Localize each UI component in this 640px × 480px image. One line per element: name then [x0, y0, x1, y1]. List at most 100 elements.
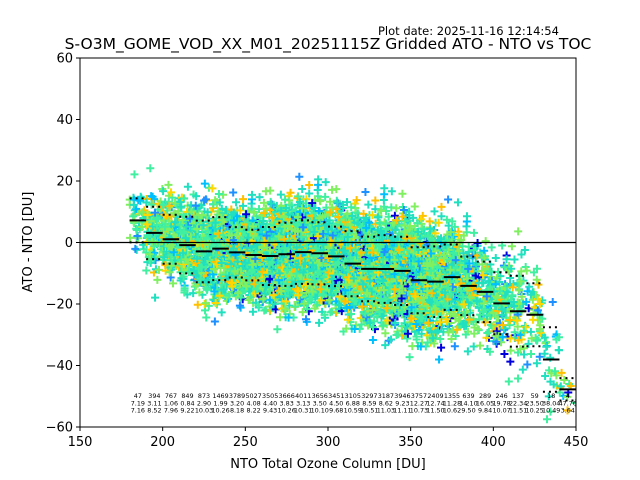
scatter-point: [328, 275, 337, 284]
scatter-point: [309, 277, 318, 286]
scatter-point: [368, 335, 377, 344]
scatter-point: [179, 228, 188, 237]
scatter-point: [211, 298, 220, 307]
scatter-point: [162, 247, 171, 256]
scatter-point: [166, 261, 175, 270]
scatter-point: [126, 233, 135, 242]
scatter-point: [276, 313, 285, 322]
scatter-point: [138, 208, 147, 217]
scatter-point: [158, 200, 167, 209]
scatter-point: [251, 254, 260, 263]
scatter-point: [295, 198, 304, 207]
scatter-point: [226, 265, 235, 274]
scatter-point: [147, 192, 156, 201]
scatter-point: [143, 233, 152, 242]
scatter-point: [217, 259, 226, 268]
scatter-point: [169, 248, 178, 257]
scatter-point: [193, 254, 202, 263]
scatter-point: [142, 266, 151, 275]
scatter-point: [200, 179, 209, 188]
scatter-point: [283, 279, 292, 288]
scatter-point: [129, 200, 138, 209]
scatter-point: [147, 200, 156, 209]
scatter-point: [364, 200, 373, 209]
scatter-point: [258, 267, 267, 276]
scatter-point: [299, 223, 308, 232]
scatter-point: [310, 304, 319, 313]
scatter-point: [152, 220, 161, 229]
scatter-point: [243, 243, 252, 252]
scatter-point: [316, 197, 325, 206]
scatter-point: [143, 211, 152, 219]
scatter-point: [310, 227, 319, 236]
scatter-point: [179, 272, 188, 281]
scatter-point: [202, 235, 211, 244]
scatter-point: [244, 233, 253, 242]
scatter-point: [308, 287, 317, 296]
scatter-point: [214, 190, 223, 199]
scatter-point: [169, 209, 178, 218]
scatter-point: [260, 290, 269, 299]
scatter-point: [211, 196, 220, 205]
scatter-point: [244, 295, 253, 304]
scatter-point: [333, 198, 342, 207]
scatter-point: [335, 292, 344, 301]
scatter-point: [265, 295, 274, 304]
scatter-point: [249, 276, 258, 285]
scatter-point: [277, 206, 286, 215]
scatter-point: [326, 197, 335, 206]
scatter-point: [208, 232, 217, 241]
scatter-point: [405, 353, 414, 362]
scatter-point: [227, 278, 236, 287]
scatter-point: [229, 188, 238, 197]
scatter-point: [308, 261, 317, 270]
scatter-point: [266, 286, 275, 295]
scatter-point: [184, 258, 193, 267]
scatter-point: [203, 208, 212, 217]
scatter-point: [331, 226, 340, 235]
scatter-point: [242, 282, 251, 291]
scatter-point: [317, 253, 326, 262]
scatter-point: [197, 210, 206, 219]
scatter-point: [183, 182, 192, 191]
scatter-point: [129, 217, 138, 226]
scatter-point: [171, 218, 180, 227]
scatter-point: [215, 291, 224, 300]
scatter-point: [265, 274, 274, 283]
scatter-point: [314, 207, 323, 216]
scatter-point: [218, 257, 227, 266]
scatter-point: [260, 306, 269, 315]
scatter-point: [380, 184, 389, 193]
scatter-point: [166, 188, 175, 197]
scatter-point: [178, 249, 187, 258]
scatter-point: [217, 308, 226, 317]
scatter-point: [181, 234, 190, 243]
scatter-point: [216, 243, 225, 252]
scatter-point: [292, 243, 301, 252]
scatter-point: [210, 317, 219, 326]
scatter-point: [298, 308, 307, 317]
scatter-point: [276, 190, 285, 199]
scatter-point: [309, 240, 318, 249]
scatter-point: [148, 237, 157, 246]
scatter-point: [236, 206, 245, 215]
scatter-point: [130, 206, 139, 215]
scatter-point: [387, 187, 396, 196]
scatter-point: [241, 258, 250, 267]
scatter-point: [259, 198, 268, 207]
scatter-point: [254, 270, 263, 279]
scatter-point: [150, 241, 159, 250]
scatter-point: [275, 269, 284, 278]
scatter-point: [283, 265, 292, 274]
scatter-point: [197, 263, 206, 272]
scatter-point: [328, 185, 337, 194]
scatter-point: [280, 222, 289, 231]
scatter-point: [261, 282, 270, 291]
scatter-point: [216, 274, 225, 283]
scatter-point: [160, 222, 169, 231]
scatter-point: [215, 198, 224, 207]
scatter-point: [284, 313, 293, 322]
chart-title: S-O3M_GOME_VOD_XX_M01_20251115Z Gridded …: [65, 35, 592, 54]
scatter-point: [201, 299, 210, 308]
scatter-point: [328, 203, 337, 212]
